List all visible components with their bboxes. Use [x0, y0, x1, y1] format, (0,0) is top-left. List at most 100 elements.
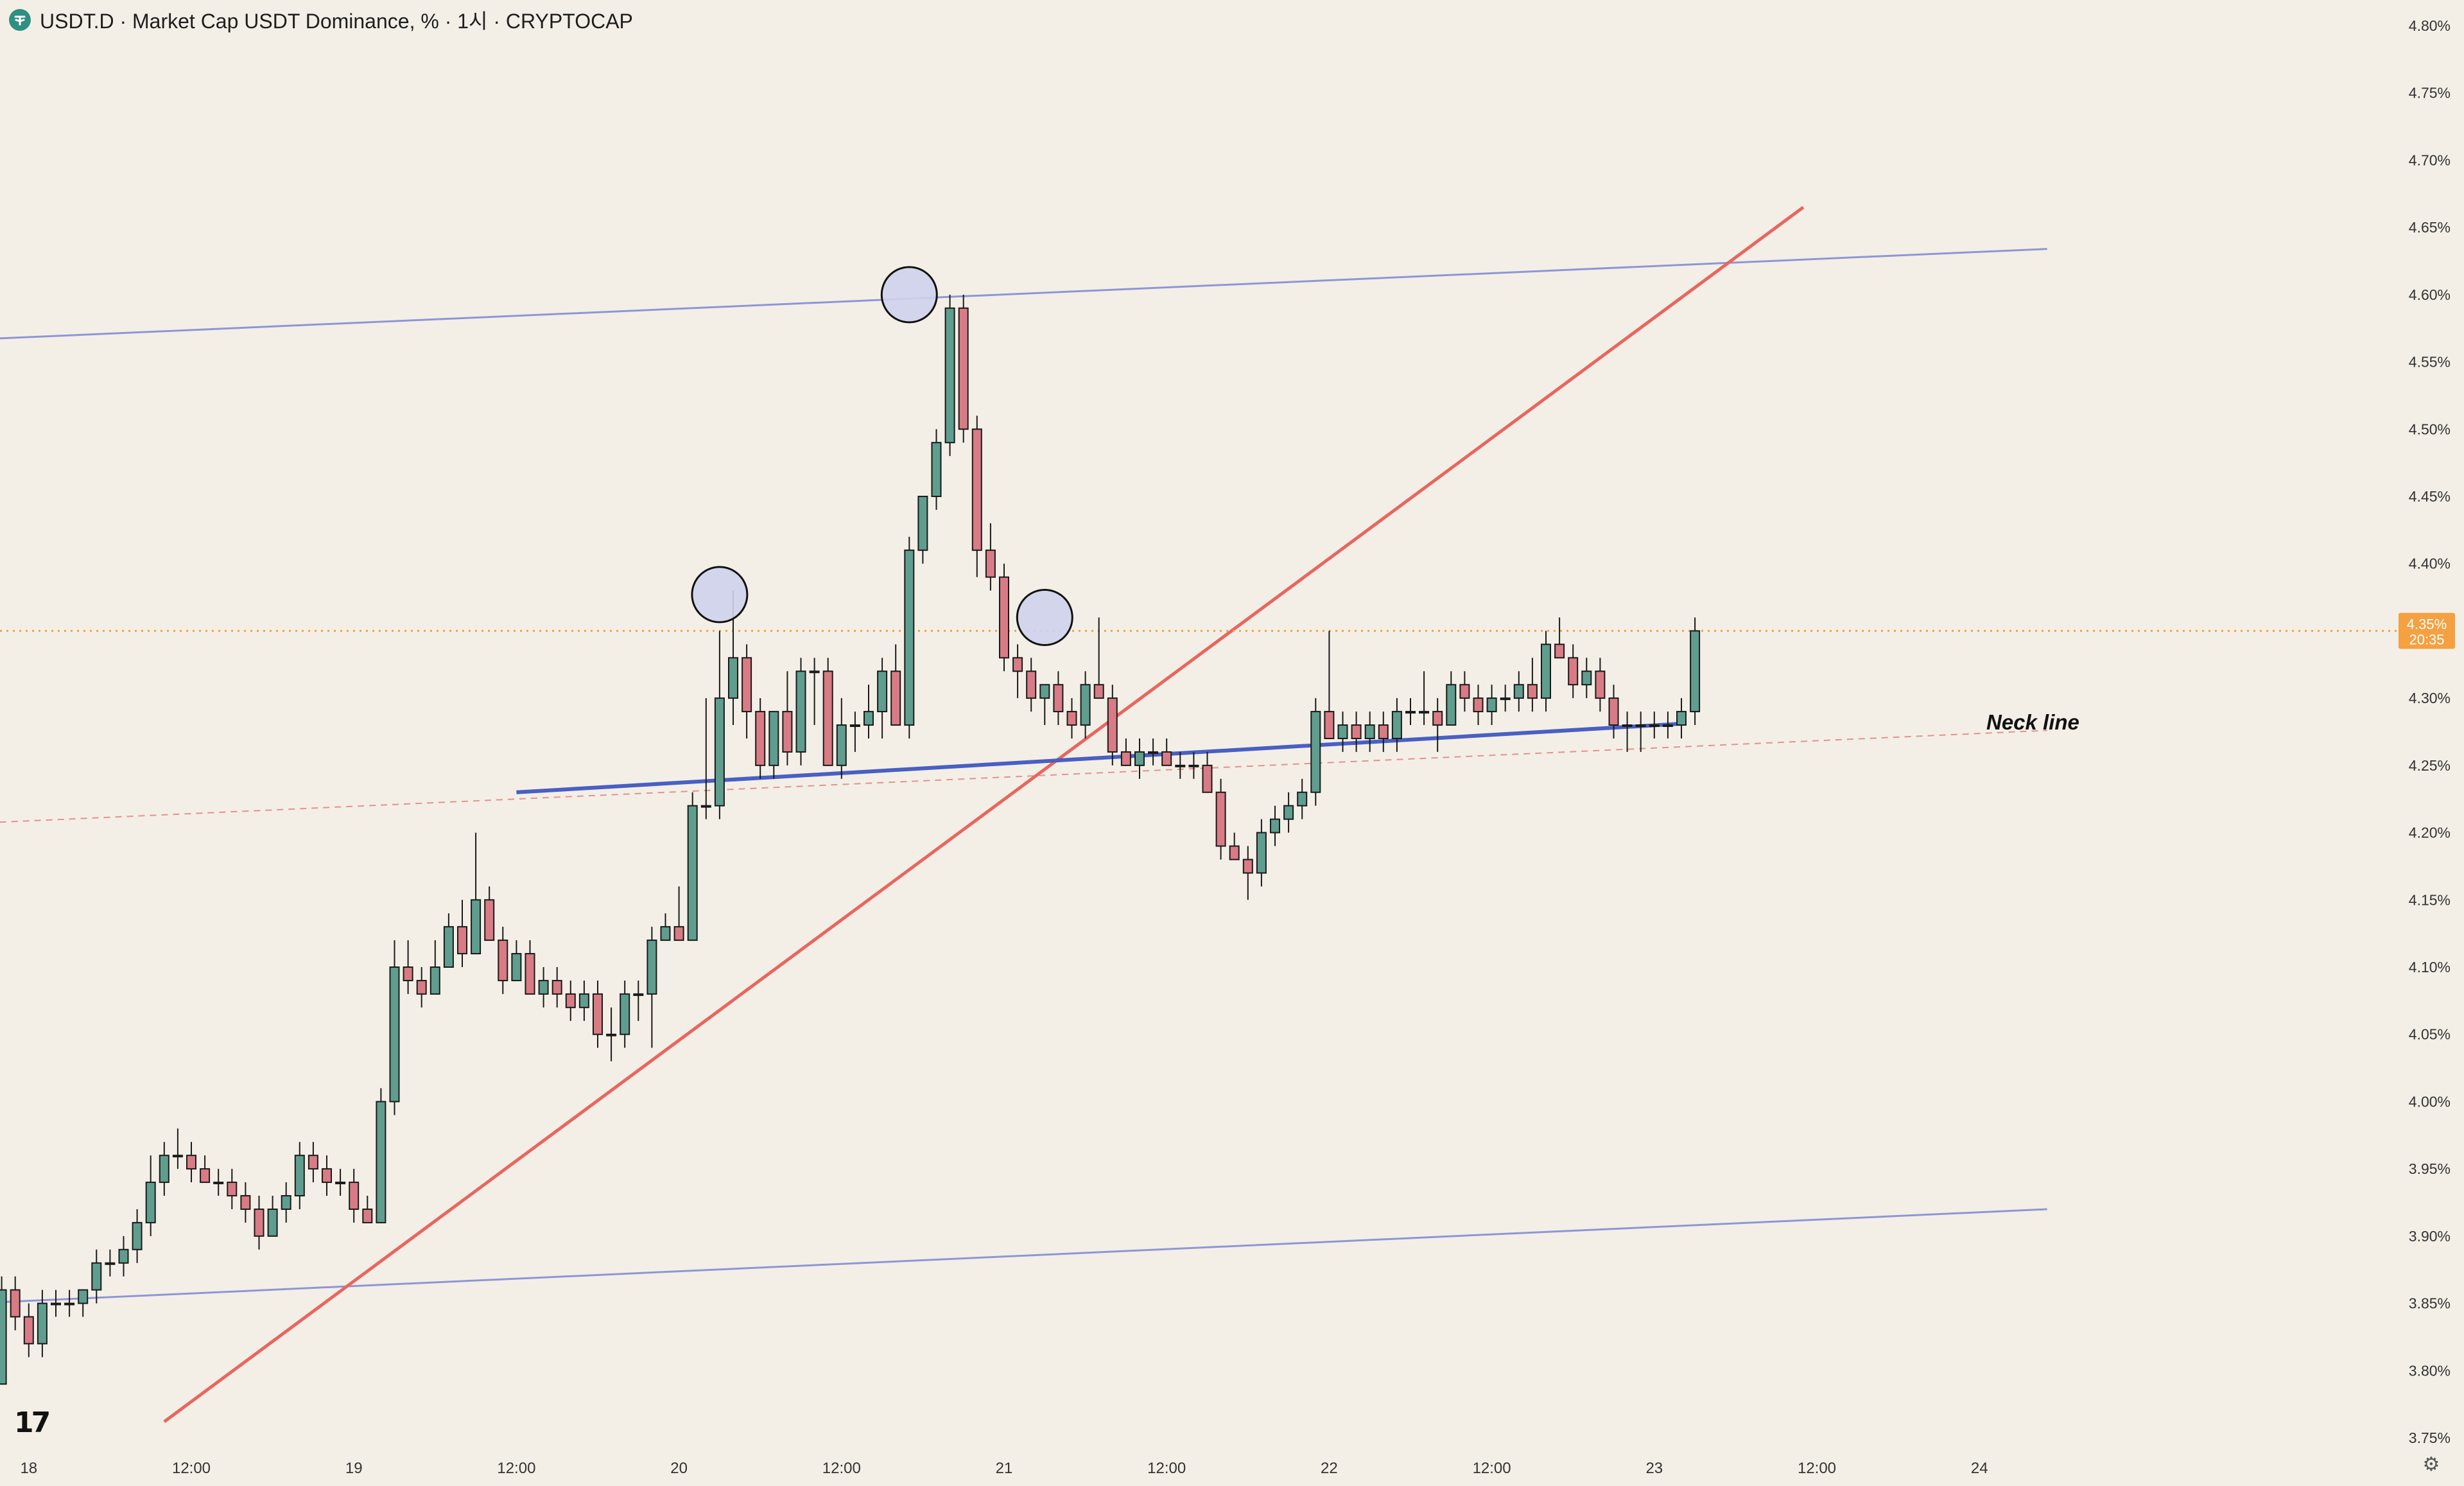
- candle[interactable]: [1513, 671, 1524, 712]
- candle[interactable]: [267, 1196, 278, 1237]
- candle[interactable]: [1188, 751, 1199, 779]
- candle[interactable]: [633, 980, 644, 1021]
- candle[interactable]: [1405, 698, 1416, 726]
- candle[interactable]: [443, 913, 454, 968]
- candle[interactable]: [1690, 617, 1701, 726]
- candle[interactable]: [1270, 805, 1280, 846]
- candle[interactable]: [606, 1007, 617, 1062]
- neck-line[interactable]: [516, 721, 1682, 794]
- candle[interactable]: [971, 415, 982, 577]
- candle[interactable]: [822, 658, 833, 766]
- candle[interactable]: [172, 1128, 183, 1169]
- candle[interactable]: [227, 1169, 238, 1209]
- candle[interactable]: [620, 980, 630, 1048]
- candle[interactable]: [389, 940, 400, 1115]
- candle[interactable]: [538, 967, 549, 1008]
- candle[interactable]: [1459, 671, 1470, 712]
- candle[interactable]: [10, 1276, 21, 1331]
- candle[interactable]: [186, 1142, 196, 1183]
- candle[interactable]: [23, 1303, 34, 1358]
- candle[interactable]: [525, 940, 535, 995]
- candle[interactable]: [471, 832, 482, 955]
- candle[interactable]: [213, 1169, 224, 1196]
- candle[interactable]: [958, 294, 969, 443]
- candle[interactable]: [78, 1289, 89, 1317]
- candle[interactable]: [1568, 644, 1579, 699]
- candle[interactable]: [985, 523, 996, 591]
- candle[interactable]: [1256, 819, 1267, 887]
- candle[interactable]: [999, 563, 1009, 672]
- candle[interactable]: [1419, 671, 1430, 726]
- candle[interactable]: [91, 1249, 102, 1304]
- candle[interactable]: [308, 1142, 318, 1183]
- candle[interactable]: [376, 1088, 386, 1223]
- candle[interactable]: [660, 913, 671, 941]
- candle[interactable]: [836, 698, 847, 779]
- candle[interactable]: [1662, 712, 1673, 739]
- candle[interactable]: [782, 671, 793, 765]
- candle[interactable]: [728, 590, 738, 726]
- candle[interactable]: [917, 496, 928, 564]
- candle[interactable]: [1242, 846, 1253, 900]
- candle[interactable]: [904, 536, 915, 739]
- candle[interactable]: [768, 711, 779, 779]
- candle[interactable]: [1202, 751, 1213, 793]
- candle[interactable]: [294, 1142, 305, 1209]
- candle[interactable]: [1527, 658, 1538, 712]
- candle[interactable]: [403, 940, 413, 994]
- candle[interactable]: [349, 1169, 360, 1223]
- candle[interactable]: [1432, 698, 1443, 752]
- symbol-title[interactable]: USDT.D · Market Cap USDT Dominance, % · …: [40, 10, 633, 33]
- candle[interactable]: [498, 927, 508, 994]
- candle[interactable]: [1554, 617, 1565, 659]
- peak-circle-marker[interactable]: [691, 566, 749, 624]
- candle[interactable]: [551, 967, 562, 1008]
- candle[interactable]: [687, 792, 698, 941]
- candle[interactable]: [809, 658, 820, 726]
- candle[interactable]: [1595, 658, 1606, 712]
- peak-circle-marker[interactable]: [880, 266, 938, 324]
- candle[interactable]: [1351, 712, 1362, 752]
- neck-line-label[interactable]: Neck line: [1986, 710, 2079, 734]
- candle[interactable]: [1635, 712, 1646, 752]
- candle[interactable]: [1324, 631, 1335, 739]
- candle[interactable]: [1541, 631, 1551, 712]
- dashed-support-line[interactable]: [0, 730, 2047, 836]
- channel-lower-line[interactable]: [0, 1208, 2047, 1317]
- candle[interactable]: [1608, 685, 1619, 739]
- candle[interactable]: [1039, 684, 1050, 726]
- candle[interactable]: [714, 631, 725, 819]
- candle[interactable]: [416, 967, 427, 1008]
- candle[interactable]: [1283, 792, 1294, 833]
- candle[interactable]: [457, 900, 467, 967]
- candle[interactable]: [863, 685, 874, 739]
- candle[interactable]: [1446, 671, 1457, 726]
- candle[interactable]: [1581, 658, 1592, 699]
- candle[interactable]: [240, 1182, 251, 1223]
- candle[interactable]: [1161, 738, 1172, 766]
- settings-gear-icon[interactable]: ⚙: [2422, 1453, 2440, 1476]
- candle[interactable]: [145, 1155, 156, 1236]
- tradingview-logo-icon[interactable]: 17: [14, 1406, 51, 1439]
- candle[interactable]: [118, 1236, 129, 1277]
- candle[interactable]: [362, 1196, 373, 1223]
- candle[interactable]: [484, 886, 495, 941]
- candle[interactable]: [1066, 698, 1077, 739]
- candle[interactable]: [1175, 751, 1186, 779]
- candle[interactable]: [105, 1249, 116, 1277]
- candle[interactable]: [1215, 778, 1226, 860]
- candle[interactable]: [64, 1289, 75, 1317]
- candle[interactable]: [646, 927, 657, 1048]
- candle[interactable]: [700, 698, 711, 819]
- candle[interactable]: [1364, 712, 1375, 752]
- candle[interactable]: [1080, 671, 1091, 739]
- candle[interactable]: [931, 429, 942, 510]
- channel-upper-line[interactable]: [0, 248, 2047, 353]
- candle[interactable]: [51, 1289, 61, 1317]
- candle[interactable]: [1486, 685, 1497, 726]
- candle[interactable]: [254, 1196, 265, 1250]
- candle[interactable]: [429, 940, 440, 995]
- peak-circle-marker[interactable]: [1016, 588, 1073, 646]
- candle[interactable]: [1120, 738, 1131, 766]
